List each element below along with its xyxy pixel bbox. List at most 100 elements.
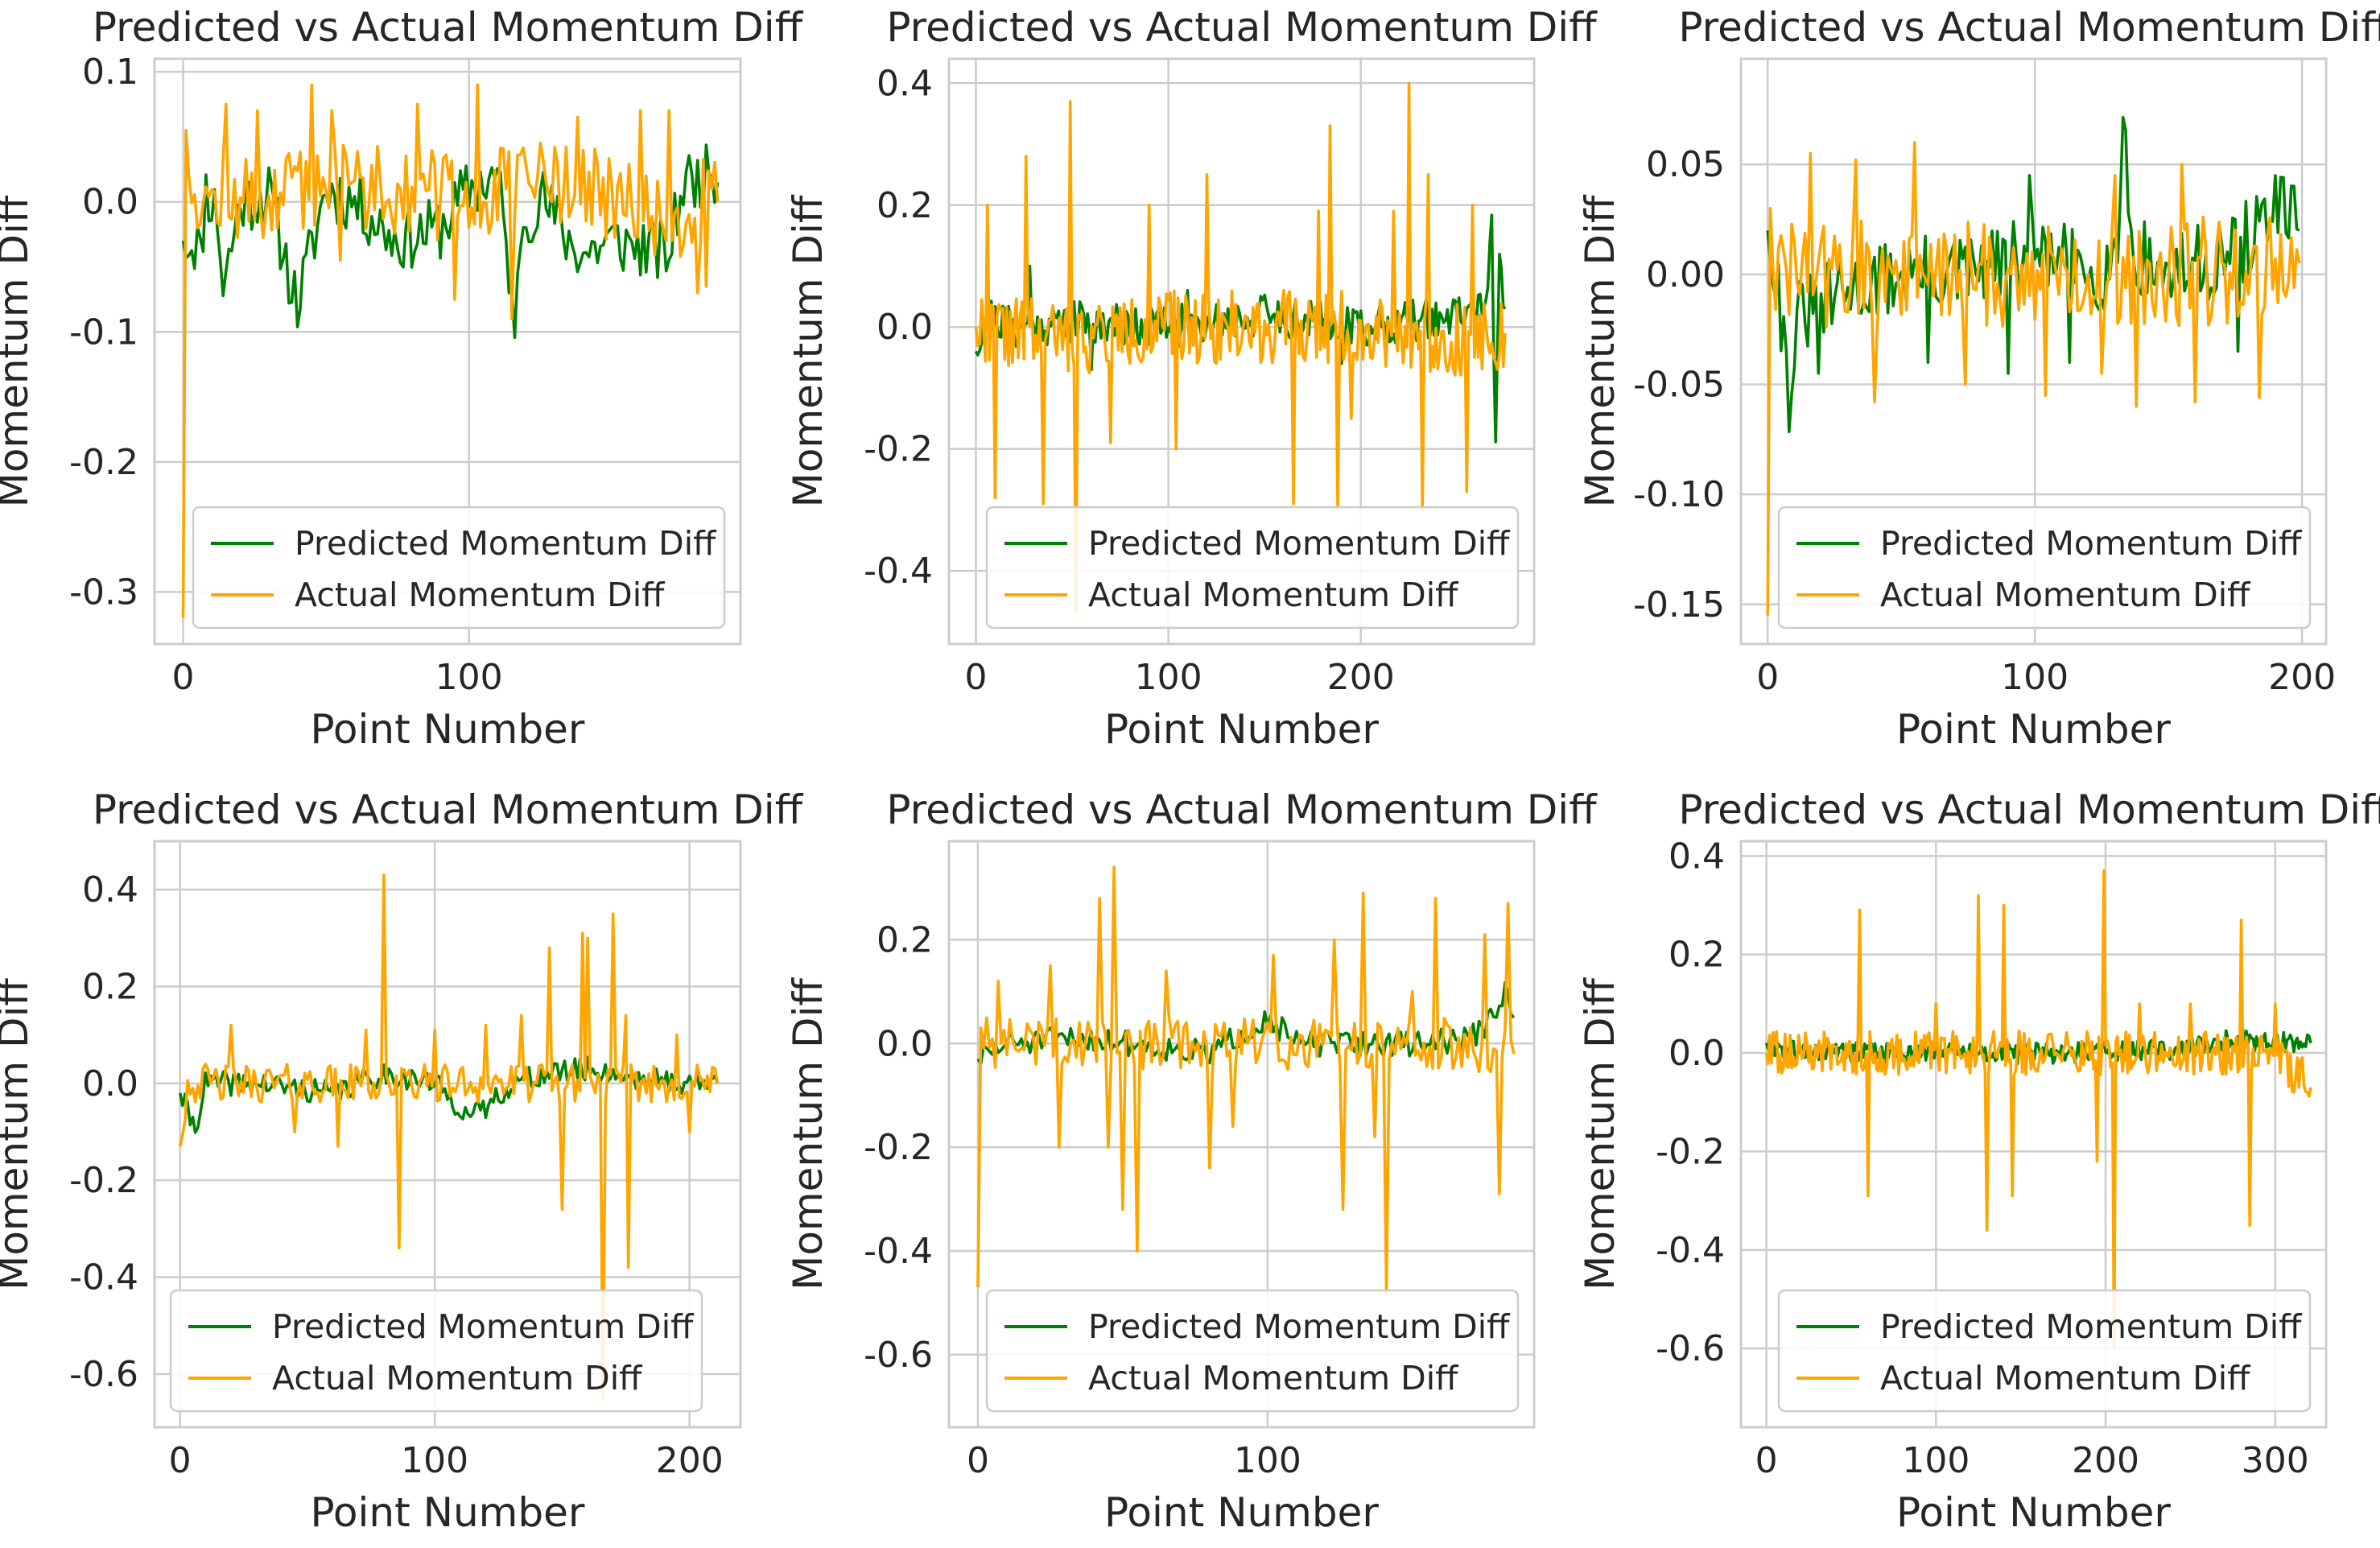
x-tick-label: 0 xyxy=(964,657,987,698)
legend-label-predicted: Predicted Momentum Diff xyxy=(1880,524,2303,563)
y-axis-label: Momentum Diff xyxy=(1577,194,1623,507)
y-tick-label: 0.2 xyxy=(877,185,933,226)
y-tick-label: 0.4 xyxy=(1668,836,1725,877)
y-tick-label: -0.1 xyxy=(69,312,138,353)
axes-frame xyxy=(153,840,742,1429)
axes-frame xyxy=(947,840,1536,1429)
legend-box xyxy=(1777,1289,2312,1413)
x-tick-label: 200 xyxy=(1327,657,1395,698)
axes-frame xyxy=(1739,57,2328,646)
y-axis-label: Momentum Diff xyxy=(0,194,37,507)
x-tick-label: 100 xyxy=(1135,657,1202,698)
series-group xyxy=(178,873,720,1400)
legend-label-actual: Actual Momentum Diff xyxy=(1880,576,2251,614)
y-tick-label: 0.00 xyxy=(1646,254,1725,295)
legend-label-actual: Actual Momentum Diff xyxy=(1088,576,1459,614)
y-tick-label: -0.4 xyxy=(864,551,933,592)
x-tick-label: 200 xyxy=(2268,657,2336,698)
x-tick-label: 0 xyxy=(1755,1440,1778,1481)
axes-frame xyxy=(1739,840,2328,1429)
x-axis-label: Point Number xyxy=(1104,706,1379,753)
y-axis-label: Momentum Diff xyxy=(785,977,831,1290)
chart-title: Predicted vs Actual Momentum Diff xyxy=(93,4,804,51)
chart-title: Predicted vs Actual Momentum Diff xyxy=(1678,4,2380,51)
chart-panel-1: 0 100 0.1 0.0 -0.1 -0.2 -0.3 Predicted vs Actua… xyxy=(0,4,804,753)
x-tick-label: 100 xyxy=(2001,657,2069,698)
y-tick-label: 0.2 xyxy=(877,919,933,960)
x-tick-label: 0 xyxy=(1756,657,1779,698)
y-tick-label: 0.0 xyxy=(877,307,933,348)
y-tick-label: -0.2 xyxy=(69,442,138,483)
y-axis-label: Momentum Diff xyxy=(0,977,37,1290)
y-tick-label: -0.2 xyxy=(864,429,933,470)
x-tick-label: 0 xyxy=(169,1440,192,1481)
legend-box xyxy=(192,506,726,630)
y-tick-label: 0.0 xyxy=(877,1023,933,1064)
x-tick-label: 200 xyxy=(2072,1440,2139,1481)
legend-box xyxy=(985,506,1520,630)
y-tick-label: -0.2 xyxy=(1656,1131,1725,1172)
y-tick-label: -0.3 xyxy=(69,572,138,613)
actual-series-line xyxy=(1764,869,2312,1350)
actual-series-line xyxy=(181,83,720,618)
y-tick-label: -0.6 xyxy=(69,1354,138,1395)
legend: Predicted Momentum Diff Actual Momentum D… xyxy=(169,1289,703,1413)
legend: Predicted Momentum Diff Actual Momentum D… xyxy=(1777,506,2312,630)
y-tick-label: 0.05 xyxy=(1646,144,1725,185)
legend: Predicted Momentum Diff Actual Momentum D… xyxy=(985,1289,1520,1413)
x-axis-label: Point Number xyxy=(311,706,585,753)
legend: Predicted Momentum Diff Actual Momentum D… xyxy=(1777,1289,2312,1413)
chart-panel-6: 0 100 200 300 0.4 0.2 0.0 -0.2 -0.4 -0.6 Predicted… xyxy=(1577,786,2380,1536)
x-tick-label: 100 xyxy=(401,1440,468,1481)
predicted-series-line xyxy=(1766,116,2300,434)
axes-frame xyxy=(947,57,1536,646)
legend-label-actual: Actual Momentum Diff xyxy=(1880,1359,2251,1397)
predicted-series-line xyxy=(181,143,720,340)
x-tick-label: 0 xyxy=(967,1440,989,1481)
series-group xyxy=(1764,869,2312,1350)
y-tick-label: -0.2 xyxy=(864,1127,933,1168)
y-tick-label: -0.2 xyxy=(69,1160,138,1201)
y-tick-label: 0.0 xyxy=(82,1063,138,1104)
legend-label-actual: Actual Momentum Diff xyxy=(295,576,666,614)
y-tick-label: 0.2 xyxy=(1668,935,1725,976)
chart-title: Predicted vs Actual Momentum Diff xyxy=(93,786,804,833)
x-axis-label: Point Number xyxy=(1896,706,2171,753)
legend-label-actual: Actual Momentum Diff xyxy=(1088,1359,1459,1397)
y-tick-label: -0.4 xyxy=(1656,1230,1725,1271)
y-tick-label: -0.4 xyxy=(864,1231,933,1272)
x-tick-label: 200 xyxy=(656,1440,724,1481)
y-tick-label: -0.05 xyxy=(1633,364,1725,405)
legend-label-predicted: Predicted Momentum Diff xyxy=(272,1307,695,1346)
series-group xyxy=(974,81,1507,615)
legend: Predicted Momentum Diff Actual Momentum D… xyxy=(985,506,1520,630)
y-tick-label: 0.1 xyxy=(82,52,138,93)
x-axis-label: Point Number xyxy=(311,1489,585,1536)
x-axis-label: Point Number xyxy=(1104,1489,1379,1536)
legend-box xyxy=(169,1289,703,1413)
y-axis-label: Momentum Diff xyxy=(785,194,831,507)
chart-panel-2: 0 100 200 0.4 0.2 0.0 -0.2 -0.4 Predicted vs Act… xyxy=(785,4,1598,753)
legend-label-actual: Actual Momentum Diff xyxy=(272,1359,643,1397)
y-tick-label: -0.6 xyxy=(864,1335,933,1376)
actual-series-line xyxy=(976,865,1516,1294)
x-tick-label: 100 xyxy=(435,657,503,698)
chart-panel-5: 0 100 0.2 0.0 -0.2 -0.4 -0.6 Predicted vs Actua… xyxy=(785,786,1598,1536)
x-axis-label: Point Number xyxy=(1896,1489,2171,1536)
legend-box xyxy=(1777,506,2312,630)
legend-box xyxy=(985,1289,1520,1413)
legend-label-predicted: Predicted Momentum Diff xyxy=(1088,1307,1511,1346)
y-tick-label: -0.15 xyxy=(1633,584,1725,625)
chart-panel-3: 0 100 200 0.05 0.00 -0.05 -0.10 -0.15 Predicted … xyxy=(1577,4,2380,753)
y-tick-label: 0.0 xyxy=(1668,1033,1725,1074)
x-tick-label: 100 xyxy=(1234,1440,1301,1481)
y-tick-label: 0.0 xyxy=(82,182,138,223)
y-tick-label: 0.4 xyxy=(82,869,138,910)
y-tick-label: -0.6 xyxy=(1656,1328,1725,1369)
series-group xyxy=(976,865,1516,1294)
x-tick-label: 100 xyxy=(1902,1440,1970,1481)
chart-panel-4: 0 100 200 0.4 0.2 0.0 -0.2 -0.4 -0.6 Predicted vs… xyxy=(0,786,804,1536)
actual-series-line xyxy=(178,873,720,1400)
chart-title: Predicted vs Actual Momentum Diff xyxy=(886,4,1598,51)
y-axis-label: Momentum Diff xyxy=(1577,977,1623,1290)
